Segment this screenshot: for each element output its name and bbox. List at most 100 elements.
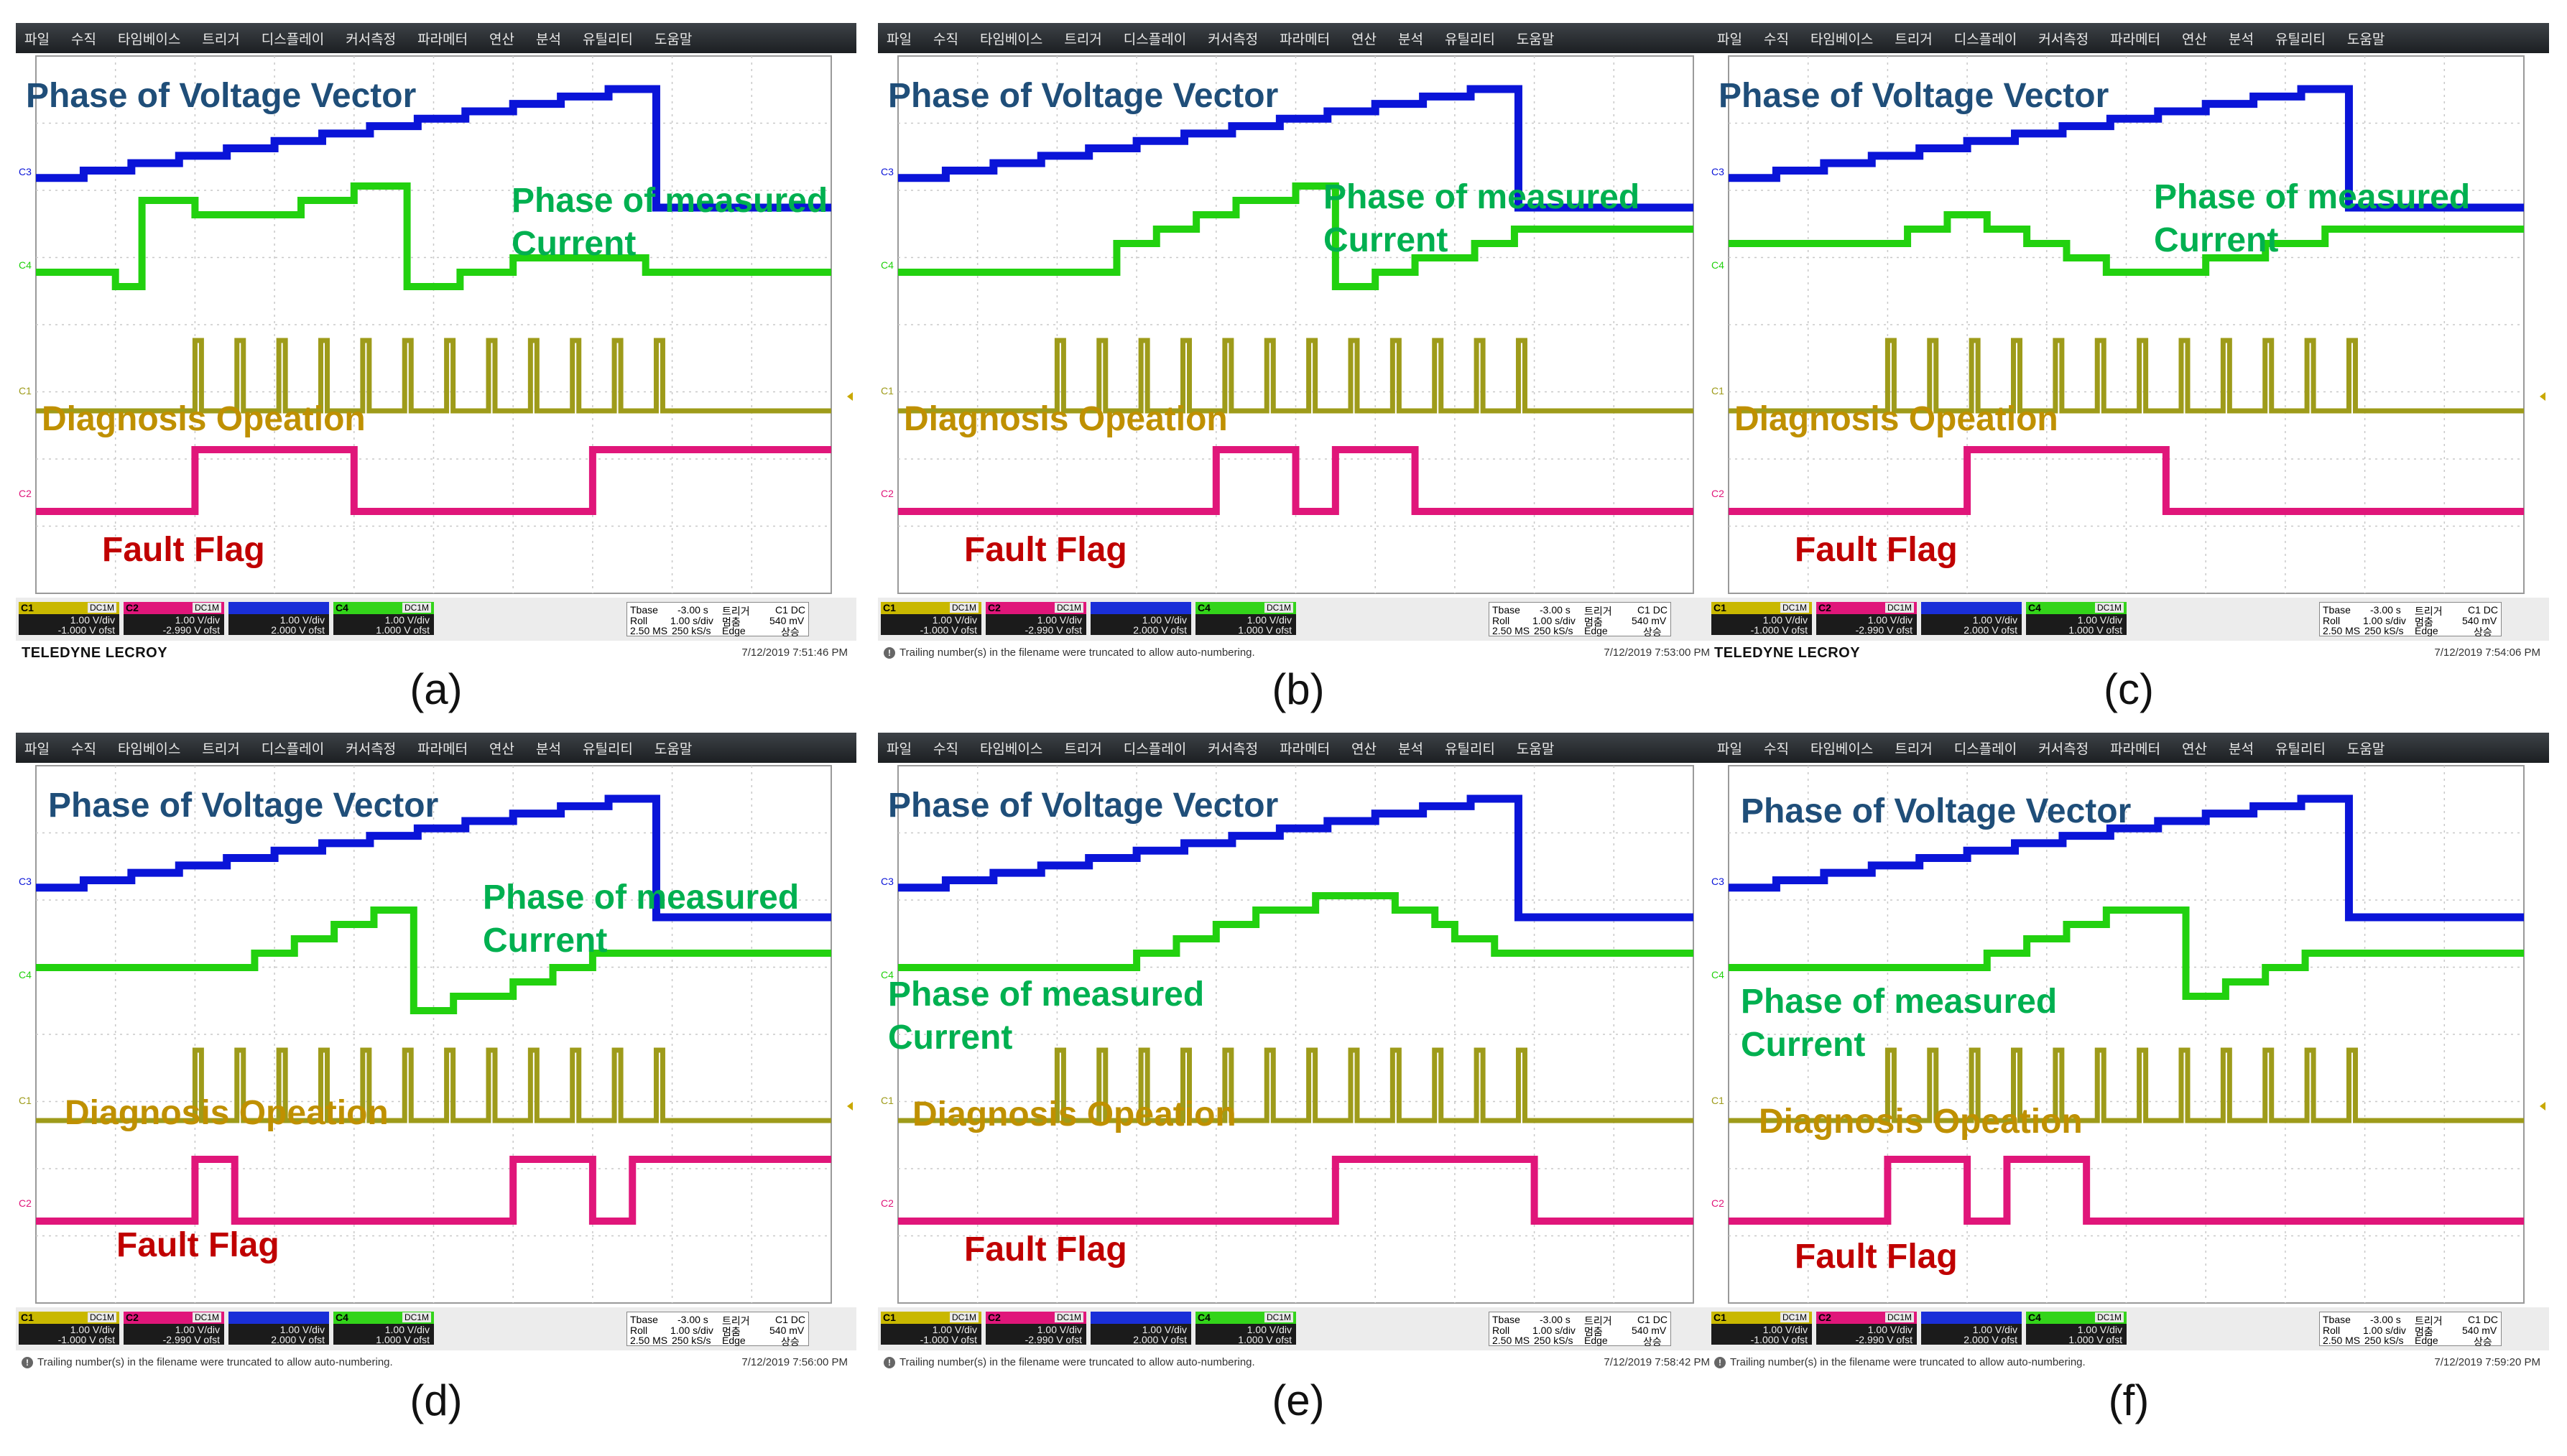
menu-item[interactable]: 트리거 bbox=[1895, 32, 1933, 47]
channel-descriptor-c4[interactable]: C4 DC1M 1.00 V/div 1.000 V ofst bbox=[1195, 1312, 1296, 1345]
menu-item[interactable]: 연산 bbox=[1351, 32, 1377, 47]
channel-descriptor-c3[interactable]: 1.00 V/div 2.000 V ofst bbox=[228, 602, 329, 636]
channel-descriptor-c1[interactable]: C1 DC1M 1.00 V/div -1.000 V ofst bbox=[881, 1312, 981, 1345]
menu-item[interactable]: 분석 bbox=[2229, 32, 2254, 47]
menu-item[interactable]: 유틸리티 bbox=[1444, 32, 1495, 47]
menu-item[interactable]: 연산 bbox=[489, 32, 515, 47]
menu-item[interactable]: 트리거 bbox=[202, 32, 240, 47]
channel-descriptor-c3[interactable]: 1.00 V/div 2.000 V ofst bbox=[1091, 602, 1191, 636]
timebase-descriptor[interactable]: Tbase -3.00 s Roll 1.00 s/div 2.50 MS 250 kS/… bbox=[2319, 602, 2502, 638]
menu-item[interactable]: 도움말 bbox=[654, 741, 693, 757]
channel-descriptor-c4[interactable]: C4 DC1M 1.00 V/div 1.000 V ofst bbox=[1195, 602, 1296, 636]
menu-item[interactable]: 디스플레이 bbox=[1123, 741, 1187, 757]
timebase-descriptor[interactable]: Tbase -3.00 s Roll 1.00 s/div 2.50 MS 250 kS/… bbox=[1489, 602, 1671, 638]
channel-descriptor-c4[interactable]: C4 DC1M 1.00 V/div 1.000 V ofst bbox=[2026, 602, 2127, 636]
menu-item[interactable]: 파일 bbox=[24, 741, 50, 757]
menu-item[interactable]: 파일 bbox=[887, 32, 912, 47]
menu-item[interactable]: 트리거 bbox=[1064, 32, 1102, 47]
menu-item[interactable]: 유틸리티 bbox=[1444, 741, 1495, 757]
channel-descriptor-c3[interactable]: 1.00 V/div 2.000 V ofst bbox=[1921, 602, 2022, 636]
channel-descriptor-c4[interactable]: C4 DC1M 1.00 V/div 1.000 V ofst bbox=[333, 1312, 434, 1345]
menu-item[interactable]: 파일 bbox=[1717, 741, 1742, 757]
channel-header: C4 DC1M bbox=[1195, 1312, 1296, 1324]
menu-item[interactable]: 파라메터 bbox=[2110, 32, 2161, 47]
channel-descriptor-c2[interactable]: C2 DC1M 1.00 V/div -2.990 V ofst bbox=[124, 1312, 224, 1345]
channel-descriptor-c2[interactable]: C2 DC1M 1.00 V/div -2.990 V ofst bbox=[1816, 1312, 1917, 1345]
menu-item[interactable]: 커서측정 bbox=[346, 32, 397, 47]
menu-item[interactable]: 파라메터 bbox=[417, 741, 468, 757]
menu-item[interactable]: 도움말 bbox=[2346, 32, 2385, 47]
menu-item[interactable]: 디스플레이 bbox=[1953, 741, 2017, 757]
menu-item[interactable]: 수직 bbox=[1763, 32, 1789, 47]
fault-flag-trace bbox=[898, 446, 1693, 515]
channel-descriptor-c4[interactable]: C4 DC1M 1.00 V/div 1.000 V ofst bbox=[2026, 1312, 2127, 1345]
channel-descriptor-c1[interactable]: C1 DC1M 1.00 V/div -1.000 V ofst bbox=[1711, 602, 1812, 636]
menu-item[interactable]: 타임베이스 bbox=[1810, 741, 1874, 757]
menu-item[interactable]: 커서측정 bbox=[1208, 741, 1259, 757]
channel-descriptor-c2[interactable]: C2 DC1M 1.00 V/div -2.990 V ofst bbox=[1816, 602, 1917, 636]
menu-item[interactable]: 파라메터 bbox=[1280, 32, 1331, 47]
menu-item[interactable]: 유틸리티 bbox=[582, 32, 633, 47]
channel-descriptor-c4[interactable]: C4 DC1M 1.00 V/div 1.000 V ofst bbox=[333, 602, 434, 636]
menu-item[interactable]: 커서측정 bbox=[1208, 32, 1259, 47]
channel-descriptor-c2[interactable]: C2 DC1M 1.00 V/div -2.990 V ofst bbox=[986, 1312, 1086, 1345]
menu-item[interactable]: 수직 bbox=[1763, 741, 1789, 757]
timebase-descriptor[interactable]: Tbase -3.00 s Roll 1.00 s/div 2.50 MS 250 kS/… bbox=[2319, 1312, 2502, 1348]
channel-descriptor-c3[interactable]: 1.00 V/div 2.000 V ofst bbox=[1091, 1312, 1191, 1345]
menu-item[interactable]: 타임베이스 bbox=[117, 32, 181, 47]
menu-item[interactable]: 수직 bbox=[70, 741, 96, 757]
timebase-descriptor[interactable]: Tbase -3.00 s Roll 1.00 s/div 2.50 MS 250 kS/… bbox=[626, 1312, 809, 1348]
menu-item[interactable]: 도움말 bbox=[1516, 741, 1555, 757]
menu-item[interactable]: 타임베이스 bbox=[117, 741, 181, 757]
menu-item[interactable]: 타임베이스 bbox=[979, 741, 1043, 757]
menu-item[interactable]: 유틸리티 bbox=[582, 741, 633, 757]
menu-item[interactable]: 분석 bbox=[536, 32, 561, 47]
timebase-descriptor[interactable]: Tbase -3.00 s Roll 1.00 s/div 2.50 MS 250 kS/… bbox=[1489, 1312, 1671, 1348]
channel-descriptor-c3[interactable]: 1.00 V/div 2.000 V ofst bbox=[1921, 1312, 2022, 1345]
menu-item[interactable]: 연산 bbox=[1351, 741, 1377, 757]
menu-item[interactable]: 연산 bbox=[489, 741, 515, 757]
menu-item[interactable]: 파일 bbox=[1717, 32, 1742, 47]
timebase-descriptor[interactable]: Tbase -3.00 s Roll 1.00 s/div 2.50 MS 250 kS/… bbox=[626, 602, 809, 638]
menu-item[interactable]: 분석 bbox=[1398, 32, 1423, 47]
menu-item[interactable]: 타임베이스 bbox=[979, 32, 1043, 47]
menu-item[interactable]: 유틸리티 bbox=[2275, 32, 2326, 47]
menu-item[interactable]: 도움말 bbox=[654, 32, 693, 47]
channel-descriptor-c1[interactable]: C1 DC1M 1.00 V/div -1.000 V ofst bbox=[19, 1312, 119, 1345]
menu-item[interactable]: 트리거 bbox=[1064, 741, 1102, 757]
menu-item[interactable]: 디스플레이 bbox=[1123, 32, 1187, 47]
menu-item[interactable]: 디스플레이 bbox=[261, 32, 325, 47]
channel-descriptor-c1[interactable]: C1 DC1M 1.00 V/div -1.000 V ofst bbox=[19, 602, 119, 636]
menu-item[interactable]: 커서측정 bbox=[346, 741, 397, 757]
channel-descriptor-c1[interactable]: C1 DC1M 1.00 V/div -1.000 V ofst bbox=[1711, 1312, 1812, 1345]
channel-descriptor-c2[interactable]: C2 DC1M 1.00 V/div -2.990 V ofst bbox=[986, 602, 1086, 636]
menu-item[interactable]: 분석 bbox=[536, 741, 561, 757]
channel-descriptor-c3[interactable]: 1.00 V/div 2.000 V ofst bbox=[228, 1312, 329, 1345]
menu-item[interactable]: 커서측정 bbox=[2038, 32, 2089, 47]
menu-item[interactable]: 분석 bbox=[1398, 741, 1423, 757]
menu-item[interactable]: 수직 bbox=[933, 32, 958, 47]
channel-descriptor-c2[interactable]: C2 DC1M 1.00 V/div -2.990 V ofst bbox=[124, 602, 224, 636]
menu-item[interactable]: 파라메터 bbox=[417, 32, 468, 47]
menu-item[interactable]: 연산 bbox=[2182, 32, 2208, 47]
menu-item[interactable]: 디스플레이 bbox=[1953, 32, 2017, 47]
menu-item[interactable]: 도움말 bbox=[1516, 32, 1555, 47]
channel-marker: C2 bbox=[19, 1197, 32, 1209]
menu-item[interactable]: 수직 bbox=[70, 32, 96, 47]
menu-item[interactable]: 유틸리티 bbox=[2275, 741, 2326, 757]
menu-item[interactable]: 파라메터 bbox=[1280, 741, 1331, 757]
menu-item[interactable]: 수직 bbox=[933, 741, 958, 757]
menu-item[interactable]: 파일 bbox=[887, 741, 912, 757]
menu-item[interactable]: 파일 bbox=[24, 32, 50, 47]
menu-item[interactable]: 커서측정 bbox=[2038, 741, 2089, 757]
menu-item[interactable]: 연산 bbox=[2182, 741, 2208, 757]
menu-item[interactable]: 트리거 bbox=[202, 741, 240, 757]
menu-item[interactable]: 파라메터 bbox=[2110, 741, 2161, 757]
menu-item[interactable]: 도움말 bbox=[2346, 741, 2385, 757]
menu-item[interactable]: 트리거 bbox=[1895, 741, 1933, 757]
channel-descriptor-c1[interactable]: C1 DC1M 1.00 V/div -1.000 V ofst bbox=[881, 602, 981, 636]
menu-item[interactable]: 타임베이스 bbox=[1810, 32, 1874, 47]
menu-item[interactable]: 디스플레이 bbox=[261, 741, 325, 757]
menu-item[interactable]: 분석 bbox=[2229, 741, 2254, 757]
trigger-level: 540 mV bbox=[769, 615, 805, 626]
